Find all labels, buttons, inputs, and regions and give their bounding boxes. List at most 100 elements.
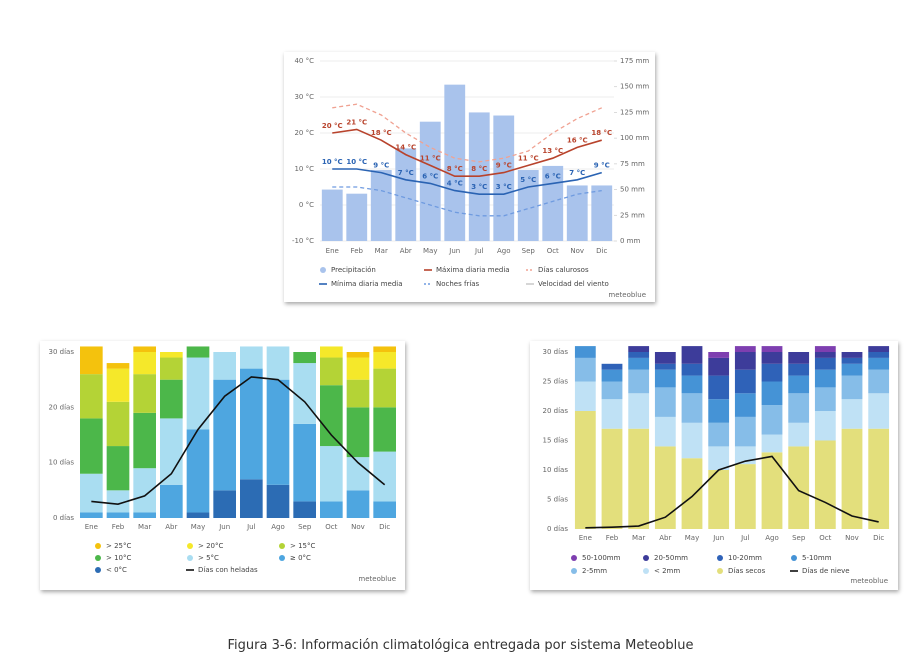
bar-segment: [788, 352, 810, 364]
y2-tick-label: 0 mm: [620, 237, 640, 245]
legend-label: 2-5mm: [582, 567, 607, 575]
legend-label: 50-100mm: [582, 554, 621, 562]
bar-segment: [133, 352, 156, 375]
bar-segment: [106, 446, 130, 491]
bar: [566, 185, 588, 241]
bar-segment: [266, 346, 290, 380]
x-tick-label: Abr: [659, 534, 671, 542]
bar-segment: [320, 446, 343, 502]
bar-segment: [708, 399, 730, 423]
bar-segment: [734, 416, 756, 447]
legend-label: Velocidad del viento: [538, 280, 609, 288]
bar-segment: [106, 368, 130, 402]
bar-segment: [186, 429, 210, 513]
x-tick-label: Oct: [819, 534, 831, 542]
x-tick-label: Oct: [547, 247, 559, 255]
bar-segment: [708, 352, 730, 358]
bar-segment: [708, 446, 730, 470]
bar-segment: [601, 363, 623, 370]
value-label: 8 °C: [447, 165, 463, 173]
x-tick-label: Jun: [448, 247, 460, 255]
legend-label: > 5°C: [198, 554, 219, 562]
value-label: 13 °C: [542, 147, 563, 155]
bar-segment: [761, 452, 783, 529]
legend-label: > 20°C: [198, 542, 223, 550]
x-tick-label: Jul: [246, 523, 256, 531]
bar-segment: [320, 357, 343, 386]
bar-segment: [681, 422, 703, 459]
bar-segment: [628, 357, 650, 370]
bar-segment: [293, 352, 316, 364]
bar-segment: [868, 369, 890, 394]
x-tick-label: Feb: [606, 534, 619, 542]
bar-segment: [788, 422, 810, 447]
y-tick-label: 15 días: [543, 437, 569, 445]
bar-segment: [160, 418, 183, 485]
bar-segment: [601, 399, 623, 429]
bar-segment: [814, 440, 836, 529]
bar-segment: [734, 346, 756, 352]
x-tick-label: Dic: [379, 523, 390, 531]
bar-segment: [80, 512, 103, 518]
legend-marker: [187, 555, 193, 561]
legend-marker: [643, 568, 649, 574]
x-tick-label: Sep: [522, 247, 536, 255]
bar-segment: [601, 369, 623, 382]
value-label: 14 °C: [395, 144, 416, 152]
legend-label: > 25°C: [106, 542, 131, 550]
bar-segment: [628, 346, 650, 352]
bar-segment: [346, 490, 370, 518]
bar-segment: [133, 346, 156, 352]
line: [585, 455, 879, 529]
bar-segment: [681, 375, 703, 394]
legend-label: Días de nieve: [802, 567, 850, 575]
y-tick-label: 10 °C: [294, 165, 314, 173]
bar-segment: [628, 428, 650, 529]
bar-segment: [266, 379, 290, 485]
bar-segment: [574, 357, 596, 382]
bar-segment: [373, 346, 396, 352]
line: [332, 168, 602, 195]
bar: [493, 115, 515, 241]
value-label: 10 °C: [322, 158, 343, 166]
legend-marker: [571, 555, 577, 561]
bar-segment: [574, 346, 596, 358]
bar-segment: [681, 363, 703, 376]
bar-segment: [654, 369, 676, 388]
bar-segment: [681, 393, 703, 423]
legend-marker: [791, 555, 797, 561]
bar-segment: [708, 375, 730, 400]
legend-label: 5-10mm: [802, 554, 832, 562]
bar-segment: [761, 352, 783, 364]
legend-label: 20-50mm: [654, 554, 688, 562]
bar-segment: [106, 512, 130, 518]
y-tick-label: 40 °C: [294, 57, 314, 65]
x-tick-label: Dic: [596, 247, 607, 255]
y-tick-label: 20 días: [543, 407, 569, 415]
bar-segment: [133, 374, 156, 413]
bar-segment: [681, 458, 703, 529]
bar-segment: [841, 428, 863, 529]
bar-segment: [788, 375, 810, 394]
x-tick-label: Dic: [873, 534, 884, 542]
bar-segment: [133, 468, 156, 513]
y-tick-label: -10 °C: [292, 237, 314, 245]
y-tick-label: 30 días: [543, 348, 569, 356]
legend-marker: [643, 555, 649, 561]
bar-segment: [868, 428, 890, 529]
climate-chart: -10 °C 0 °C 10 °C 20 °C 30 °C 40 °C 0 mm 25 mm 5…: [284, 52, 655, 302]
legend-marker: [187, 543, 193, 549]
bar-segment: [213, 352, 236, 380]
bar-segment: [761, 405, 783, 435]
bar-segment: [266, 484, 290, 518]
y2-tick-label: 75 mm: [620, 160, 645, 168]
bar-segment: [373, 368, 396, 408]
bar-segment: [841, 357, 863, 364]
bar-segment: [160, 379, 183, 419]
bar-segment: [654, 446, 676, 529]
y-tick-label: 25 días: [543, 378, 569, 386]
bar-segment: [80, 418, 103, 474]
x-tick-label: Mar: [138, 523, 151, 531]
bar-segment: [293, 423, 316, 502]
